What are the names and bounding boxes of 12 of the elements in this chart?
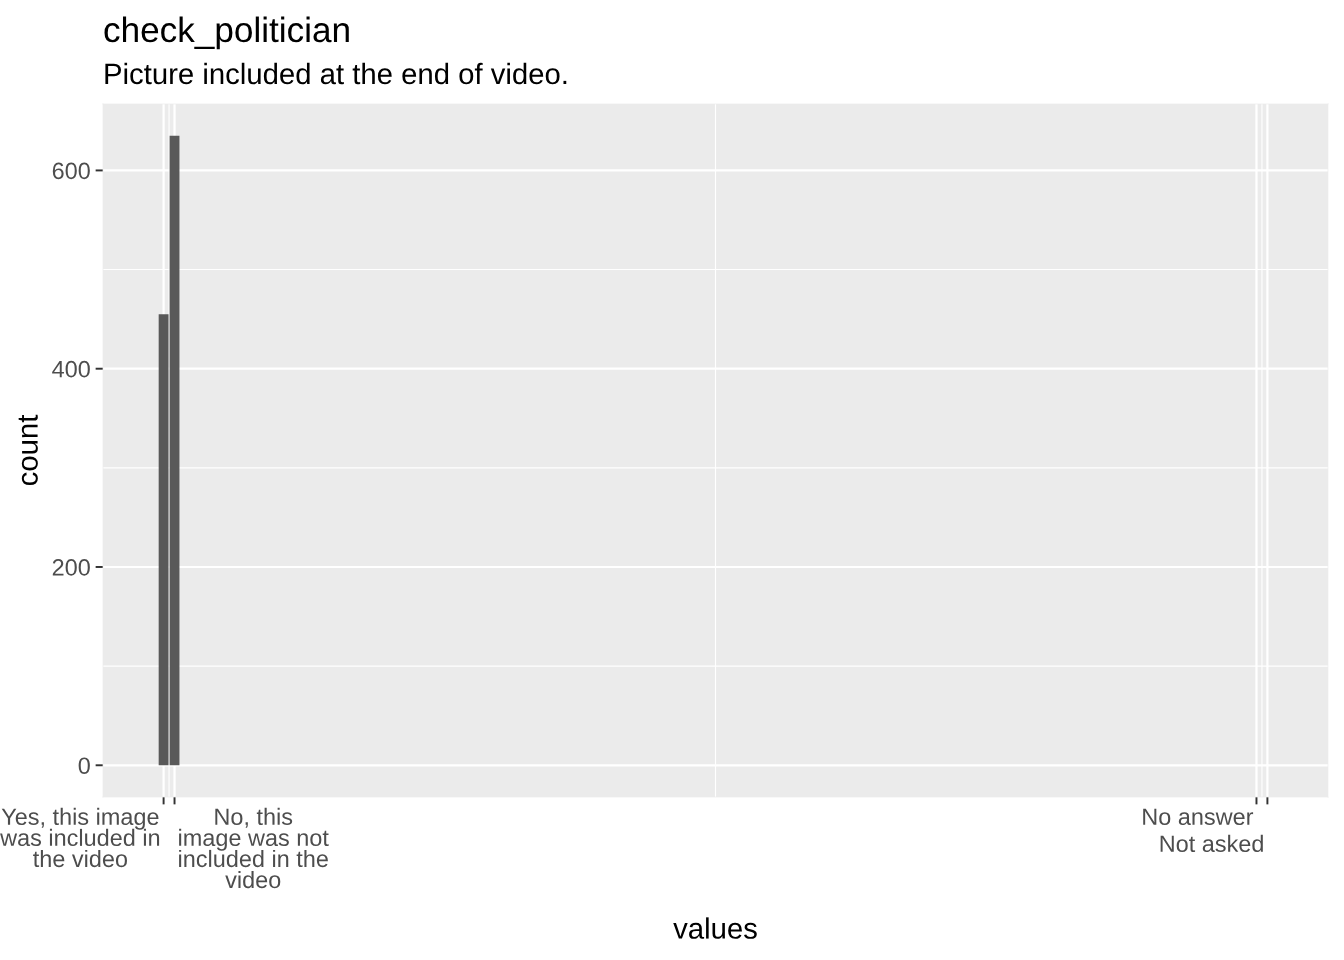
x-tick-label: Not asked <box>1160 834 1263 853</box>
x-tick-label: No answer <box>1143 808 1254 826</box>
x-axis-title: values <box>673 917 757 939</box>
y-tick-label: 600 <box>52 162 90 180</box>
x-tick-label: No, this image was not included in the video <box>179 807 329 889</box>
chart-title: check_politician <box>104 16 349 50</box>
y-tick-label: 400 <box>52 360 90 378</box>
y-tick-label: 200 <box>52 559 90 576</box>
y-tick-label: 0 <box>78 757 90 775</box>
y-axis-title: count <box>18 414 38 486</box>
chart-subtitle: Picture included at the end of video. <box>105 62 567 85</box>
x-tick-label: Yes, this image was included in the video <box>0 807 160 868</box>
